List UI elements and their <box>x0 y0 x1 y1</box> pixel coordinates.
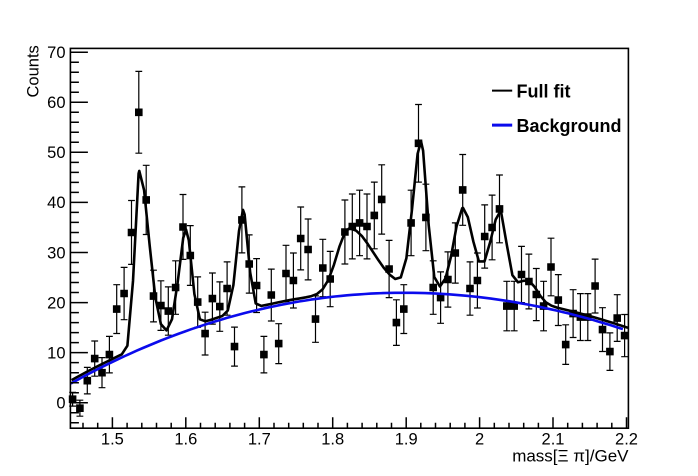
svg-text:1.5: 1.5 <box>101 430 124 448</box>
svg-text:0: 0 <box>56 395 65 413</box>
svg-text:20: 20 <box>47 294 65 312</box>
svg-text:1.6: 1.6 <box>174 430 197 448</box>
svg-text:1.7: 1.7 <box>248 430 271 448</box>
svg-text:1.9: 1.9 <box>395 430 418 448</box>
svg-text:2: 2 <box>475 430 484 448</box>
svg-text:40: 40 <box>47 194 65 212</box>
svg-text:Counts: Counts <box>25 45 43 97</box>
svg-text:10: 10 <box>47 344 65 362</box>
svg-text:60: 60 <box>47 94 65 112</box>
svg-text:Full fit: Full fit <box>517 81 571 101</box>
svg-text:Background: Background <box>517 116 622 136</box>
svg-text:2.1: 2.1 <box>542 430 565 448</box>
svg-text:mass[Ξ π]/GeV: mass[Ξ π]/GeV <box>512 447 629 466</box>
svg-text:50: 50 <box>47 144 65 162</box>
svg-text:30: 30 <box>47 244 65 262</box>
svg-text:70: 70 <box>47 44 65 62</box>
svg-text:1.8: 1.8 <box>321 430 344 448</box>
svg-text:2.2: 2.2 <box>615 430 638 448</box>
